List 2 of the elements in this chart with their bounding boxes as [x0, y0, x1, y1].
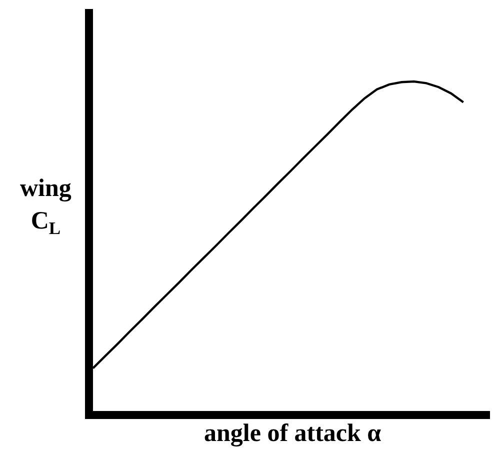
y-axis-title: wing C$_{L}$: [20, 175, 72, 238]
x-axis-title: angle of attack α: [204, 420, 382, 447]
